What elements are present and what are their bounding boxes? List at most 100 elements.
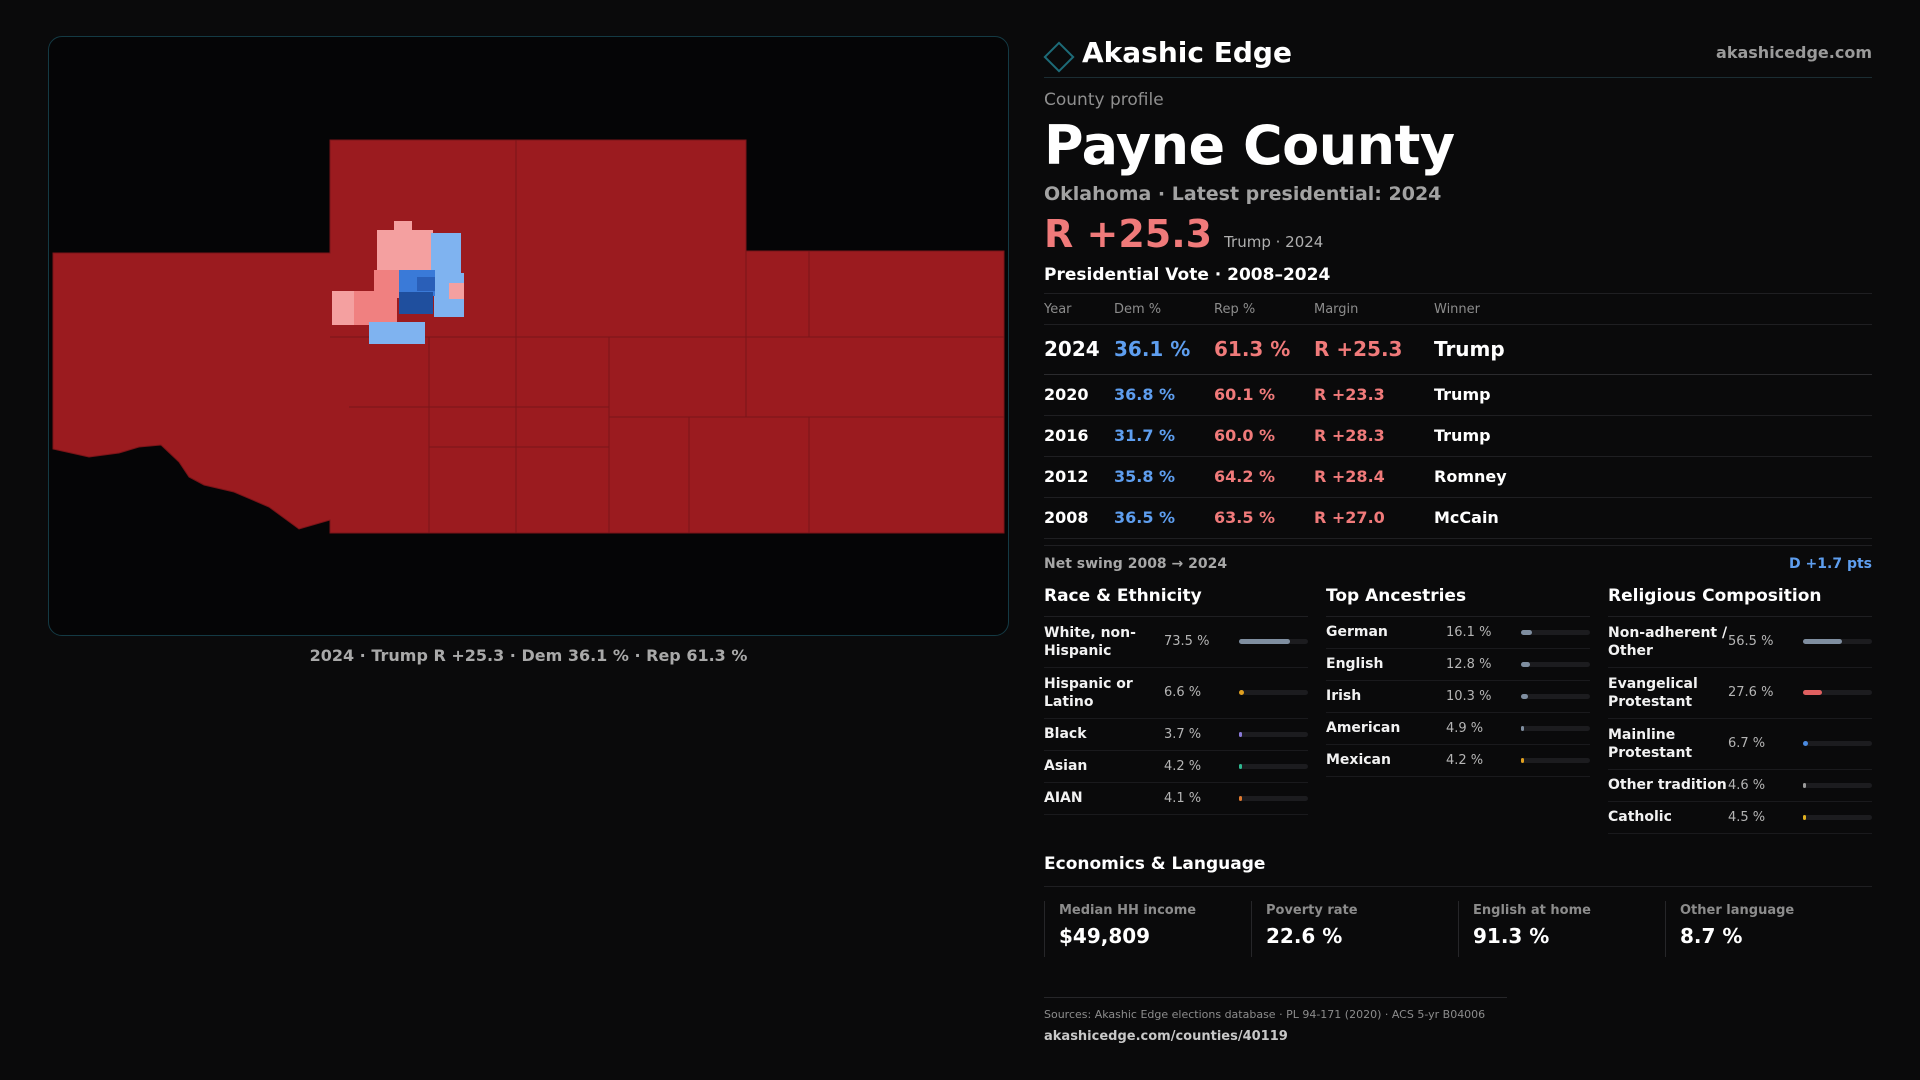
share-bar-fill <box>1803 741 1808 747</box>
race-label: Asian <box>1044 758 1088 775</box>
list-item: Evangelical Protestant 27.6 % <box>1608 668 1872 719</box>
table-row[interactable]: 2012 35.8 % 64.2 % R +28.4 Romney <box>1044 456 1872 498</box>
religion-label: Catholic <box>1608 809 1672 826</box>
list-item: Catholic 4.5 % <box>1608 802 1872 834</box>
share-bar-fill <box>1803 814 1807 820</box>
row-winner: Trump <box>1434 324 1872 375</box>
share-bar-fill <box>1521 757 1524 763</box>
economics-grid: Median HH income $49,809 Poverty rate 22… <box>1044 900 1872 957</box>
list-item: Other tradition 4.6 % <box>1608 770 1872 802</box>
share-bar <box>1239 795 1308 801</box>
share-bar <box>1239 639 1308 645</box>
table-row[interactable]: 2008 36.5 % 63.5 % R +27.0 McCain <box>1044 497 1872 539</box>
table-row[interactable]: 2024 36.1 % 61.3 % R +25.3 Trump <box>1044 324 1872 375</box>
row-rep: 64.2 % <box>1214 456 1314 498</box>
row-winner: Romney <box>1434 456 1872 498</box>
precinct-lines <box>330 140 1004 533</box>
list-item: English 12.8 % <box>1326 649 1590 681</box>
precinct-light-blue-s[interactable] <box>369 322 425 344</box>
footer-url[interactable]: akashicedge.com/counties/40119 <box>1044 1028 1288 1044</box>
race-title: Race & Ethnicity <box>1044 586 1308 617</box>
religion-pct: 6.7 % <box>1728 736 1766 752</box>
race-pct: 73.5 % <box>1164 634 1210 650</box>
ancestry-label: Irish <box>1326 688 1362 705</box>
profile-eyebrow: County profile <box>1044 90 1164 110</box>
econ-stat: Poverty rate 22.6 % <box>1251 900 1458 957</box>
row-rep: 60.1 % <box>1214 374 1314 416</box>
headline-margin: R +25.3 Trump · 2024 <box>1044 215 1872 253</box>
county-map[interactable] <box>48 36 1009 636</box>
list-item: White, non-Hispanic 73.5 % <box>1044 617 1308 668</box>
precinct-navy-core[interactable] <box>399 292 433 314</box>
vote-section-title: Presidential Vote · 2008–2024 <box>1044 265 1872 295</box>
margin-value: R +25.3 <box>1044 212 1213 257</box>
diamond-logo-icon <box>1043 40 1075 73</box>
col-winner: Winner <box>1434 294 1872 325</box>
precinct-map-svg <box>52 139 1005 534</box>
share-bar <box>1239 731 1308 737</box>
share-bar <box>1521 757 1590 763</box>
precinct-pink-north-2[interactable] <box>394 221 412 235</box>
econ-stat: Median HH income $49,809 <box>1044 900 1251 957</box>
share-bar <box>1803 782 1872 788</box>
swing-value: D +1.7 pts <box>1789 555 1872 572</box>
swing-label: Net swing 2008 → 2024 <box>1044 555 1228 572</box>
econ-value: 22.6 % <box>1266 923 1343 948</box>
share-bar <box>1521 661 1590 667</box>
precinct-light-blue-ne[interactable] <box>431 233 461 273</box>
share-bar-fill <box>1803 690 1823 696</box>
site-url[interactable]: akashicedge.com <box>1716 43 1872 62</box>
share-bar-fill <box>1239 639 1291 645</box>
precinct-blue-core-2[interactable] <box>417 277 435 291</box>
share-bar-fill <box>1803 639 1842 645</box>
share-bar <box>1521 629 1590 635</box>
list-item: Black 3.7 % <box>1044 719 1308 751</box>
share-bar <box>1239 690 1308 696</box>
col-margin: Margin <box>1314 294 1434 325</box>
econ-label: Other language <box>1680 902 1795 918</box>
precinct-pink-e[interactable] <box>449 283 464 299</box>
religion-pct: 4.6 % <box>1728 777 1766 793</box>
row-dem: 35.8 % <box>1114 456 1214 498</box>
race-column: Race & Ethnicity White, non-Hispanic 73.… <box>1044 586 1308 834</box>
list-item: Irish 10.3 % <box>1326 681 1590 713</box>
precinct-pink-mid[interactable] <box>374 270 399 298</box>
religion-column: Religious Composition Non-adherent / Oth… <box>1608 586 1872 834</box>
precinct-pink-west[interactable] <box>332 291 354 325</box>
list-item: Hispanic or Latino 6.6 % <box>1044 668 1308 719</box>
table-row[interactable]: 2020 36.8 % 60.1 % R +23.3 Trump <box>1044 374 1872 416</box>
row-dem: 36.8 % <box>1114 374 1214 416</box>
row-year: 2008 <box>1044 497 1114 539</box>
row-winner: Trump <box>1434 374 1872 416</box>
share-bar-fill <box>1803 782 1807 788</box>
row-rep: 63.5 % <box>1214 497 1314 539</box>
religion-label: Mainline Protestant <box>1608 726 1693 761</box>
religion-pct: 56.5 % <box>1728 634 1774 650</box>
vote-table: Year Dem % Rep % Margin Winner 2024 36.1… <box>1044 294 1872 539</box>
ancestry-pct: 16.1 % <box>1446 624 1492 640</box>
race-pct: 4.1 % <box>1164 790 1202 806</box>
share-bar <box>1521 725 1590 731</box>
precinct-pink-north[interactable] <box>377 230 433 270</box>
religion-label: Non-adherent / Other <box>1608 624 1728 659</box>
race-label: Hispanic or Latino <box>1044 675 1133 710</box>
list-item: Non-adherent / Other 56.5 % <box>1608 617 1872 668</box>
econ-stat: English at home 91.3 % <box>1458 900 1665 957</box>
row-year: 2012 <box>1044 456 1114 498</box>
ancestry-pct: 10.3 % <box>1446 688 1492 704</box>
share-bar <box>1803 639 1872 645</box>
econ-value: 8.7 % <box>1680 923 1743 948</box>
brand[interactable]: Akashic Edge <box>1043 36 1292 73</box>
row-winner: McCain <box>1434 497 1872 539</box>
col-dem: Dem % <box>1114 294 1214 325</box>
econ-value: 91.3 % <box>1473 923 1550 948</box>
row-year: 2016 <box>1044 415 1114 457</box>
share-bar-fill <box>1521 725 1525 731</box>
row-year: 2020 <box>1044 374 1114 416</box>
col-year: Year <box>1044 294 1114 325</box>
race-pct: 6.6 % <box>1164 685 1202 701</box>
table-row[interactable]: 2016 31.7 % 60.0 % R +28.3 Trump <box>1044 415 1872 457</box>
net-swing: Net swing 2008 → 2024 D +1.7 pts <box>1044 544 1872 572</box>
econ-label: Median HH income <box>1059 902 1197 918</box>
share-bar-fill <box>1239 795 1242 801</box>
